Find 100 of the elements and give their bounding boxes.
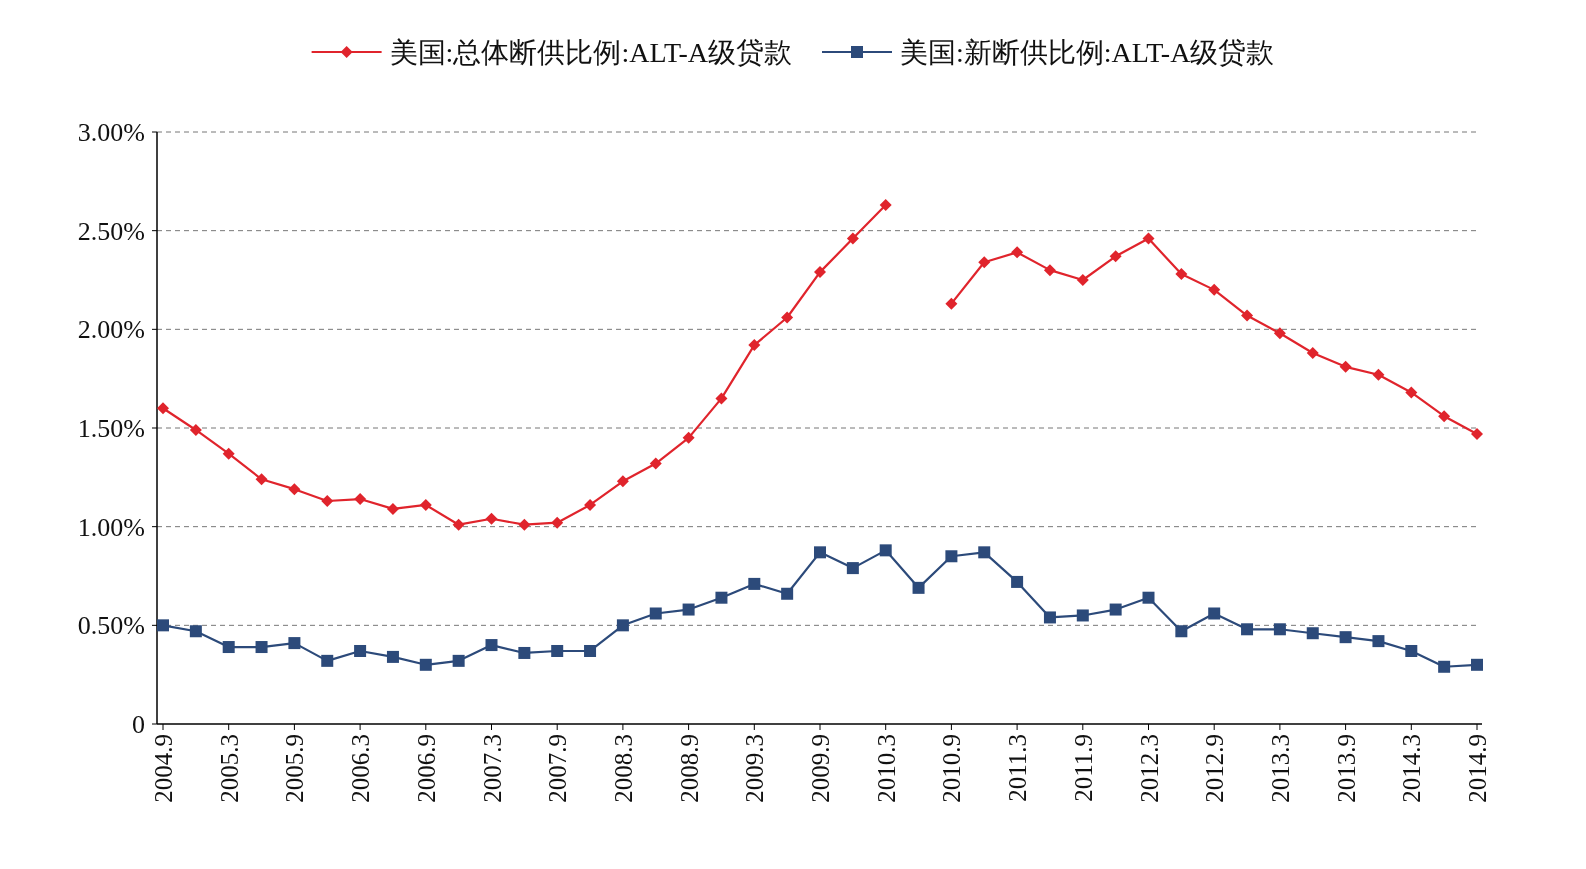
point bbox=[157, 619, 169, 632]
point bbox=[1109, 603, 1122, 616]
x-tick-label: 2008.9 bbox=[675, 734, 703, 803]
point bbox=[551, 516, 564, 529]
point bbox=[978, 256, 991, 269]
point bbox=[715, 591, 728, 604]
point bbox=[1175, 268, 1188, 281]
point bbox=[1109, 250, 1122, 263]
point bbox=[189, 423, 202, 436]
point bbox=[1273, 327, 1286, 340]
x-tick-label: 2008.3 bbox=[609, 734, 637, 803]
y-tick-label: 1.50% bbox=[77, 414, 145, 443]
point bbox=[255, 473, 268, 486]
x-tick-label: 2012.9 bbox=[1201, 734, 1229, 803]
x-tick-label: 2005.3 bbox=[215, 734, 243, 803]
x-tick-label: 2004.9 bbox=[150, 734, 177, 803]
point bbox=[222, 641, 235, 654]
point bbox=[1471, 427, 1483, 440]
point bbox=[1142, 591, 1155, 604]
x-tick-label: 2011.9 bbox=[1069, 734, 1097, 802]
x-tick-label: 2007.9 bbox=[544, 734, 572, 803]
point bbox=[1208, 283, 1221, 296]
y-tick-label: 3.00% bbox=[77, 118, 145, 147]
point bbox=[255, 641, 268, 654]
point bbox=[1306, 347, 1319, 360]
point bbox=[1372, 635, 1385, 648]
y-tick-label: 0.50% bbox=[77, 611, 145, 641]
point bbox=[1175, 625, 1188, 638]
point bbox=[584, 498, 597, 511]
x-tick-label: 2013.9 bbox=[1332, 734, 1360, 803]
x-tick-label: 2006.3 bbox=[347, 734, 375, 803]
point bbox=[485, 639, 498, 652]
point bbox=[288, 483, 301, 496]
y-tick-label: 0 bbox=[132, 710, 145, 739]
point bbox=[452, 654, 465, 667]
point bbox=[1076, 274, 1089, 286]
point bbox=[1273, 623, 1286, 636]
point bbox=[1241, 623, 1254, 636]
point bbox=[1372, 368, 1385, 381]
y-tick-label: 2.00% bbox=[77, 315, 145, 345]
point bbox=[1438, 410, 1451, 423]
point bbox=[616, 475, 629, 488]
point bbox=[715, 392, 728, 405]
point bbox=[1142, 232, 1155, 245]
x-tick-label: 2010.9 bbox=[938, 734, 966, 803]
point bbox=[879, 544, 892, 557]
x-tick-label: 2005.9 bbox=[281, 734, 309, 803]
point bbox=[649, 457, 662, 470]
point bbox=[1241, 309, 1254, 322]
point bbox=[1208, 607, 1221, 620]
point bbox=[1471, 658, 1483, 671]
point bbox=[616, 619, 629, 632]
point bbox=[288, 637, 301, 650]
point bbox=[748, 577, 761, 590]
point bbox=[419, 658, 432, 671]
point bbox=[814, 546, 826, 559]
point bbox=[846, 232, 859, 245]
x-tick-label: 2012.3 bbox=[1135, 734, 1163, 803]
point bbox=[1339, 631, 1352, 644]
point bbox=[978, 546, 991, 559]
point bbox=[518, 518, 531, 531]
point bbox=[419, 498, 432, 511]
point bbox=[781, 587, 794, 600]
x-tick-label: 2009.9 bbox=[807, 734, 834, 803]
point bbox=[682, 431, 695, 444]
point bbox=[748, 339, 761, 352]
point bbox=[781, 311, 794, 324]
x-tick-label: 2006.9 bbox=[412, 734, 440, 803]
point bbox=[157, 402, 169, 415]
x-tick-label: 2011.3 bbox=[1004, 734, 1032, 802]
legend-label: 美国:总体断供比例:ALT-A级贷款 bbox=[389, 37, 792, 68]
point bbox=[945, 297, 958, 310]
x-tick-label: 2010.3 bbox=[872, 734, 900, 803]
y-tick-label: 1.00% bbox=[77, 512, 145, 542]
point bbox=[321, 495, 334, 508]
x-tick-label: 2009.3 bbox=[741, 734, 769, 803]
point bbox=[945, 550, 958, 563]
point bbox=[814, 266, 826, 279]
point bbox=[1405, 386, 1418, 399]
point bbox=[846, 562, 859, 575]
point bbox=[1438, 660, 1451, 673]
point bbox=[1011, 575, 1024, 588]
point bbox=[485, 512, 498, 525]
point bbox=[1306, 627, 1319, 640]
point bbox=[912, 581, 925, 594]
point bbox=[189, 625, 202, 638]
point bbox=[1011, 246, 1024, 259]
point bbox=[1339, 360, 1352, 373]
point bbox=[222, 447, 235, 460]
x-tick-label: 2013.3 bbox=[1266, 734, 1294, 803]
legend-label: 美国:新断供比例:ALT-A级贷款 bbox=[900, 37, 1275, 68]
x-tick-label: 2014.3 bbox=[1398, 734, 1426, 803]
point bbox=[518, 646, 531, 659]
point bbox=[386, 502, 399, 515]
point bbox=[386, 650, 399, 663]
point bbox=[452, 518, 465, 531]
point bbox=[321, 654, 334, 667]
point bbox=[682, 603, 695, 616]
point bbox=[551, 644, 564, 657]
y-tick-label: 2.50% bbox=[77, 216, 145, 246]
